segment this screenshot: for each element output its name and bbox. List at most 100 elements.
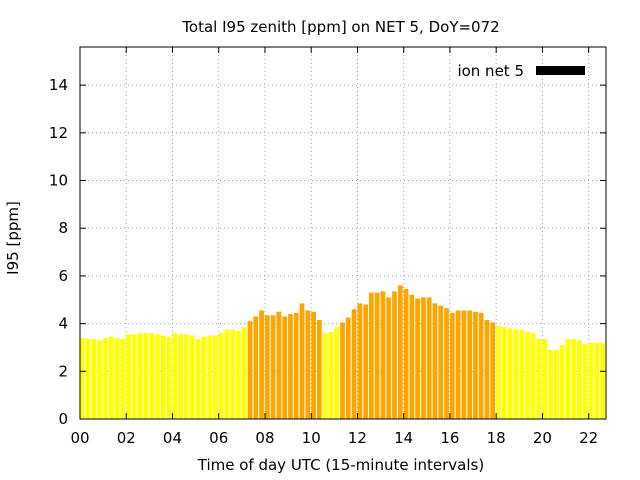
- bar: [299, 303, 305, 419]
- bar: [525, 331, 530, 419]
- bar: [160, 335, 166, 419]
- bar: [328, 331, 334, 419]
- bar: [241, 327, 247, 419]
- bar: [172, 333, 178, 419]
- bar: [455, 310, 461, 419]
- bar: [114, 337, 120, 419]
- bar: [565, 339, 571, 419]
- bar: [600, 342, 605, 419]
- x-tick-label: 02: [117, 429, 136, 447]
- bar: [201, 336, 207, 419]
- bar: [230, 329, 236, 419]
- bar: [218, 333, 224, 419]
- bar: [432, 303, 438, 419]
- bar: [357, 303, 363, 419]
- bar: [438, 305, 444, 419]
- legend: ion net 5: [457, 62, 585, 80]
- x-tick-label: 10: [302, 429, 321, 447]
- bar: [137, 333, 143, 419]
- bar: [501, 327, 507, 419]
- bar: [403, 289, 409, 419]
- y-tick-label: 6: [58, 267, 68, 285]
- bar: [553, 349, 559, 419]
- bar: [270, 315, 276, 419]
- bar: [594, 342, 600, 419]
- bar: [484, 320, 490, 419]
- bar: [415, 298, 420, 419]
- bar: [80, 337, 85, 419]
- chart-title: Total I95 zenith [ppm] on NET 5, DoY=072: [181, 18, 499, 36]
- bar: [305, 310, 311, 419]
- bar: [276, 311, 282, 419]
- bar: [421, 297, 426, 419]
- bar: [85, 339, 91, 419]
- bar: [149, 333, 155, 419]
- bar: [588, 342, 594, 419]
- y-tick-label: 0: [58, 410, 68, 428]
- bar: [126, 334, 131, 419]
- bar: [397, 285, 403, 419]
- bar: [253, 316, 259, 419]
- bar: [513, 329, 519, 419]
- bar: [311, 311, 316, 419]
- y-tick-label: 12: [49, 124, 68, 142]
- bar: [155, 334, 160, 419]
- bar: [334, 327, 340, 419]
- bar: [409, 295, 415, 419]
- bar: [577, 340, 582, 419]
- bar: [247, 321, 253, 419]
- bar: [536, 339, 542, 419]
- x-tick-label: 16: [440, 429, 459, 447]
- x-tick-label: 22: [579, 429, 598, 447]
- x-tick-label: 08: [255, 429, 274, 447]
- bar: [519, 329, 525, 419]
- bar: [478, 312, 484, 419]
- bar: [363, 304, 368, 419]
- bar: [195, 339, 201, 419]
- bar: [288, 314, 293, 419]
- x-tick-label: 12: [348, 429, 367, 447]
- bar: [507, 328, 513, 419]
- bar: [166, 336, 172, 419]
- bar: [236, 330, 241, 419]
- bar: [184, 334, 189, 419]
- bar: [461, 310, 467, 419]
- bar: [444, 308, 449, 419]
- bar: [351, 309, 357, 419]
- bar: [178, 334, 184, 419]
- bar: [374, 292, 380, 419]
- bar: [132, 334, 137, 419]
- y-tick-label: 10: [49, 172, 68, 190]
- bar: [369, 292, 374, 419]
- bar: [449, 312, 455, 419]
- bar: [559, 345, 565, 419]
- bar: [392, 291, 397, 419]
- y-tick-label: 4: [58, 315, 68, 333]
- bar: [582, 343, 588, 419]
- bar: [103, 337, 108, 419]
- legend-label: ion net 5: [457, 62, 524, 80]
- x-tick-label: 18: [487, 429, 506, 447]
- bar: [467, 310, 473, 419]
- x-tick-label: 06: [209, 429, 228, 447]
- legend-swatch: [536, 66, 585, 75]
- bar: [571, 339, 577, 419]
- y-tick-label: 2: [58, 362, 68, 380]
- x-tick-label: 04: [163, 429, 182, 447]
- bar: [316, 320, 322, 419]
- x-tick-label: 00: [70, 429, 89, 447]
- bar: [322, 333, 328, 419]
- y-tick-label: 8: [58, 219, 68, 237]
- bar: [293, 312, 299, 419]
- x-axis-label: Time of day UTC (15-minute intervals): [197, 456, 484, 474]
- bar: [264, 315, 270, 419]
- bar: [259, 310, 264, 419]
- y-tick-label: 14: [49, 76, 68, 94]
- bar: [120, 339, 126, 419]
- bar: [386, 297, 392, 419]
- bars: [80, 285, 605, 419]
- bar: [345, 317, 351, 419]
- x-tick-label: 14: [394, 429, 413, 447]
